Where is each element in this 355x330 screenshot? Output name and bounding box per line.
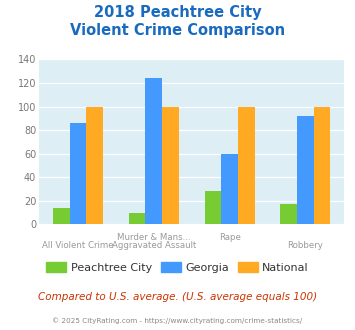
Text: 2018 Peachtree City: 2018 Peachtree City	[94, 5, 261, 20]
Bar	[53, 208, 70, 224]
Bar	[280, 204, 297, 224]
Bar	[70, 123, 86, 224]
Bar	[86, 107, 103, 224]
Text: Violent Crime Comparison: Violent Crime Comparison	[70, 23, 285, 38]
Text: Murder & Mans...: Murder & Mans...	[117, 233, 191, 242]
Bar	[129, 213, 146, 224]
Text: © 2025 CityRating.com - https://www.cityrating.com/crime-statistics/: © 2025 CityRating.com - https://www.city…	[53, 317, 302, 324]
Bar	[146, 78, 162, 224]
Bar	[314, 107, 331, 224]
Text: All Violent Crime: All Violent Crime	[42, 241, 114, 250]
Text: Compared to U.S. average. (U.S. average equals 100): Compared to U.S. average. (U.S. average …	[38, 292, 317, 302]
Legend: Peachtree City, Georgia, National: Peachtree City, Georgia, National	[42, 258, 313, 278]
Text: Aggravated Assault: Aggravated Assault	[111, 241, 196, 250]
Bar	[297, 116, 314, 224]
Text: Robbery: Robbery	[288, 241, 323, 250]
Bar	[238, 107, 255, 224]
Bar	[162, 107, 179, 224]
Bar	[221, 154, 238, 224]
Text: Rape: Rape	[219, 233, 241, 242]
Bar	[204, 191, 221, 224]
